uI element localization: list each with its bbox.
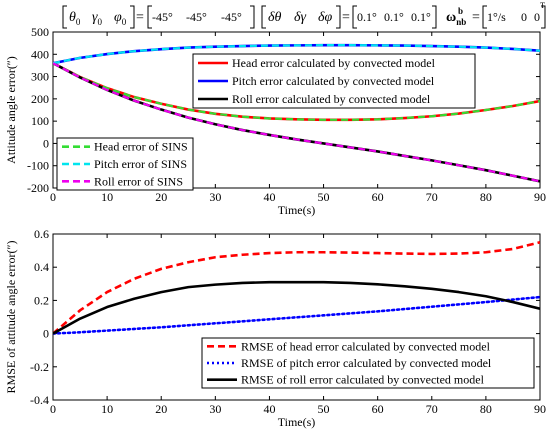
y-axis-label: RMSE of attitude angle error(″) (4, 241, 18, 394)
legend-label: Roll error calculated by convected model (232, 92, 431, 106)
subscript-zero: 0 (122, 17, 127, 27)
x-axis-label: Time(s) (278, 415, 316, 429)
series-line (53, 62, 540, 183)
x-tick-label: 0 (50, 190, 56, 204)
x-tick-label: 70 (426, 402, 438, 416)
x-tick-label: 50 (318, 402, 330, 416)
parameter-header: θ0 γ0 φ0 = -45° -45° -45° δθ δγ δφ = 0.1° 0.1° 0.1° ωn… (62, 1, 546, 29)
legend-box (192, 53, 476, 109)
angular-rate-value: 0 (534, 10, 540, 24)
x-tick-label: 70 (426, 190, 438, 204)
attitude-error-value: 0.1° (411, 10, 431, 24)
initial-attitude-group: θ0 γ0 φ0 = -45° -45° -45° (62, 5, 255, 29)
initial-attitude-value: -45° (152, 10, 173, 24)
x-tick-label: 50 (318, 190, 330, 204)
legend-label: Pitch error of SINS (94, 157, 187, 171)
initial-attitude-value: -45° (221, 10, 242, 24)
legend: RMSE of head error calculated by convect… (201, 337, 535, 389)
attitude-error-value: 0.1° (357, 10, 377, 24)
legend-label: RMSE of roll error calculated by convect… (241, 373, 485, 387)
angular-rate-subscript: nb (456, 17, 466, 27)
x-tick-label: 0 (50, 402, 56, 416)
y-tick-label: 0 (43, 327, 49, 341)
initial-attitude-var: φ0 (114, 10, 127, 27)
equals-sign: = (136, 10, 144, 25)
y-tick-label: -0.2 (30, 360, 49, 374)
initial-attitude-var: θ0 (69, 10, 81, 27)
initial-attitude-var: γ0 (92, 10, 103, 27)
x-tick-label: 20 (155, 402, 167, 416)
x-tick-label: 40 (263, 402, 275, 416)
y-tick-label: 0 (43, 136, 49, 150)
y-tick-label: -100 (27, 159, 49, 173)
legend: Head error of SINS Pitch error of SINS Rol… (56, 137, 194, 191)
x-tick-label: 80 (480, 190, 492, 204)
series-line (53, 62, 540, 121)
x-tick-label: 80 (480, 402, 492, 416)
x-tick-label: 10 (101, 402, 113, 416)
y-tick-label: 0.4 (34, 260, 49, 274)
y-tick-label: 100 (31, 114, 49, 128)
series-line (53, 44, 540, 65)
x-tick-label: 30 (209, 402, 221, 416)
angular-rate-value: 1°/s (487, 10, 506, 24)
x-tick-label: 10 (101, 190, 113, 204)
initial-attitude-value: -45° (186, 10, 207, 24)
subscript-zero: 0 (98, 17, 103, 27)
y-tick-label: -200 (27, 181, 49, 195)
series-line (53, 295, 540, 335)
legend-label: RMSE of head error calculated by convect… (241, 339, 491, 353)
legend-label: Head error calculated by convected model (232, 56, 436, 70)
y-tick-label: 0.6 (34, 227, 49, 241)
x-tick-label: 40 (263, 190, 275, 204)
legend-label: Roll error of SINS (94, 174, 183, 188)
y-tick-label: -0.4 (30, 393, 49, 407)
x-tick-label: 60 (372, 190, 384, 204)
y-tick-label: 300 (31, 70, 49, 84)
legend-label: Pitch error calculated by convected mode… (232, 74, 435, 88)
subscript-zero: 0 (76, 17, 81, 27)
legend-label: RMSE of pitch error calculated by convec… (241, 356, 492, 370)
x-tick-label: 20 (155, 190, 167, 204)
angular-rate-value: 0 (521, 10, 527, 24)
y-tick-label: 400 (31, 47, 49, 61)
legend: Head error calculated by convected model… (192, 53, 476, 109)
series-layer (53, 43, 540, 183)
legend-label: Head error of SINS (94, 140, 188, 154)
transpose-marker: T (540, 1, 545, 10)
series-layer (53, 241, 540, 335)
rmse-chart: 0 10 20 30 40 50 60 70 80 90 -0.4 -0.2 0 0.2 0.4 0.6 Tim… (4, 227, 546, 429)
angular-rate-superscript: b (458, 6, 463, 16)
attitude-error-group: δθ δγ δφ = 0.1° 0.1° 0.1° (261, 5, 437, 29)
attitude-error-chart: 0 10 20 30 40 50 60 70 80 90 -200 -100 0 100 200 300 400… (4, 25, 546, 217)
y-tick-label: 200 (31, 92, 49, 106)
y-axis-label: Attitude angle error(″) (4, 56, 18, 164)
attitude-error-value: 0.1° (384, 10, 404, 24)
x-tick-label: 60 (372, 402, 384, 416)
legend-box (201, 337, 535, 389)
x-tick-label: 90 (534, 190, 546, 204)
y-tick-label: 500 (31, 25, 49, 39)
angular-rate-symbol: ωnb (446, 10, 466, 27)
attitude-error-var: δφ (318, 10, 333, 25)
series-line (53, 280, 540, 335)
attitude-error-var: δθ (268, 10, 282, 25)
attitude-error-var: δγ (294, 10, 307, 25)
x-tick-label: 30 (209, 190, 221, 204)
y-tick-label: 0.2 (34, 293, 49, 307)
x-axis-label: Time(s) (278, 203, 316, 217)
equals-sign: = (342, 10, 350, 25)
equals-sign: = (472, 10, 480, 25)
x-tick-label: 90 (534, 402, 546, 416)
